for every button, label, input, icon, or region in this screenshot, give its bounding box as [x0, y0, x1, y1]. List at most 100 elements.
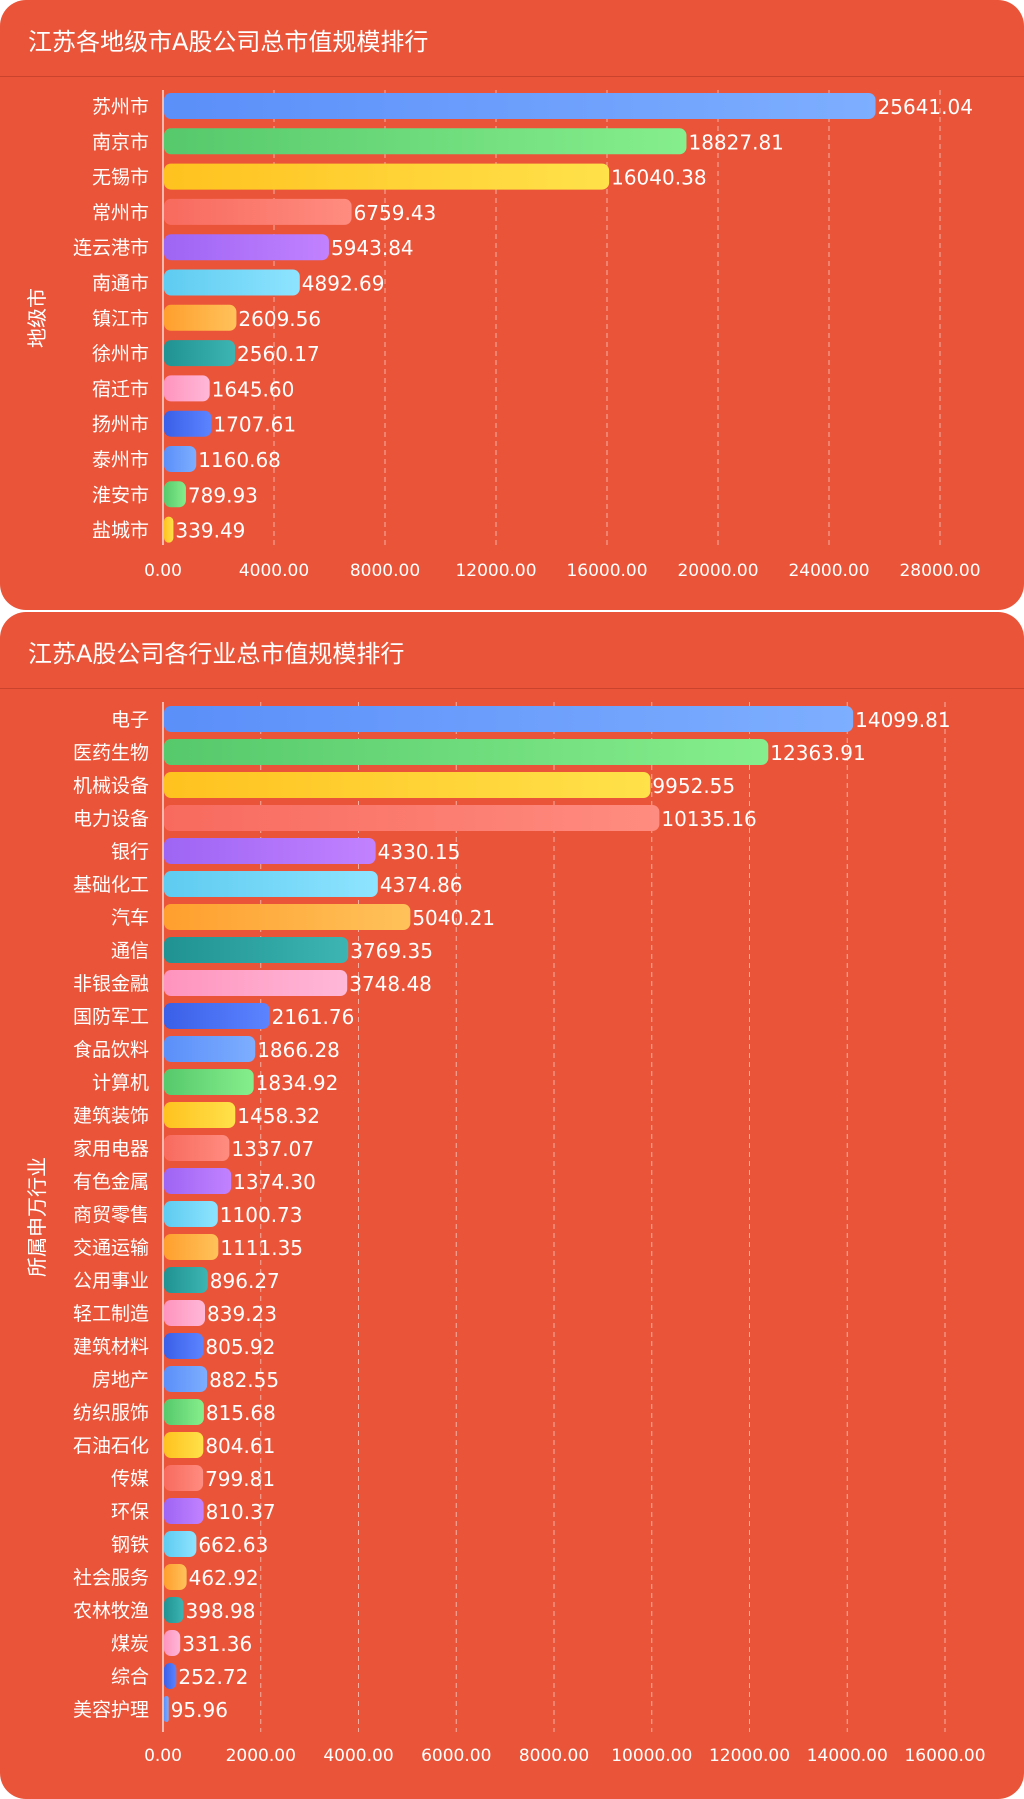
bar[interactable]	[164, 1003, 270, 1029]
industry-bar-chart: 0.00 2000.00 4000.00 6000.00 8000.00 10000.00…	[25, 702, 986, 1766]
bar[interactable]	[164, 1564, 187, 1590]
bar[interactable]	[164, 1036, 256, 1062]
bar[interactable]	[164, 269, 300, 296]
category-label: 农林牧渔	[73, 1600, 149, 1622]
chart-title: 江苏A股公司各行业总市值规模排行	[28, 640, 405, 668]
bar[interactable]	[164, 772, 651, 798]
data-label: 1100.73	[220, 1203, 303, 1227]
bar[interactable]	[164, 163, 610, 190]
y-axis-title: 地级市	[25, 288, 49, 348]
bar[interactable]	[164, 1465, 204, 1491]
data-label: 662.63	[198, 1533, 268, 1557]
category-label: 连云港市	[73, 237, 149, 259]
bar[interactable]	[164, 128, 687, 155]
data-label: 12363.91	[770, 741, 865, 765]
data-label: 4892.69	[302, 272, 385, 296]
data-label: 4330.15	[378, 840, 461, 864]
bar[interactable]	[164, 516, 174, 543]
bar[interactable]	[164, 1531, 197, 1557]
data-label: 1834.92	[256, 1071, 339, 1095]
bar[interactable]	[164, 1135, 230, 1161]
bar[interactable]	[164, 871, 378, 897]
bar[interactable]	[164, 1069, 254, 1095]
x-tick-label: 20000.00	[677, 561, 758, 581]
data-label: 10135.16	[661, 807, 756, 831]
data-label: 799.81	[205, 1467, 275, 1491]
title-divider	[0, 688, 1024, 689]
data-label: 398.98	[186, 1599, 256, 1623]
category-label: 有色金属	[73, 1171, 149, 1193]
data-label: 14099.81	[855, 708, 950, 732]
bar[interactable]	[164, 1366, 208, 1392]
x-tick-label: 8000.00	[519, 1746, 589, 1766]
category-label: 计算机	[92, 1072, 149, 1094]
bar[interactable]	[164, 1399, 204, 1425]
category-label: 社会服务	[73, 1567, 149, 1589]
bar[interactable]	[164, 1663, 177, 1689]
x-tick-label: 14000.00	[807, 1746, 888, 1766]
chart-title: 江苏各地级市A股公司总市值规模排行	[28, 28, 429, 56]
category-label: 通信	[111, 940, 149, 962]
category-label: 煤炭	[111, 1633, 149, 1655]
bar[interactable]	[164, 234, 329, 261]
category-label: 房地产	[92, 1369, 149, 1391]
category-label: 南京市	[92, 131, 149, 153]
bar[interactable]	[164, 1168, 232, 1194]
data-label: 2609.56	[238, 307, 321, 331]
x-tick-label: 4000.00	[323, 1746, 393, 1766]
x-tick-label: 0.00	[144, 1746, 182, 1766]
bar[interactable]	[164, 93, 876, 119]
category-label: 机械设备	[73, 775, 149, 797]
data-label: 805.92	[205, 1335, 275, 1359]
category-label: 轻工制造	[73, 1303, 149, 1325]
bar[interactable]	[164, 340, 236, 367]
data-label: 2161.76	[272, 1005, 355, 1029]
bar[interactable]	[164, 937, 349, 963]
data-label: 6759.43	[354, 201, 437, 225]
data-label: 16040.38	[611, 166, 706, 190]
data-label: 95.96	[171, 1698, 228, 1722]
bar[interactable]	[164, 739, 769, 765]
bar[interactable]	[164, 304, 237, 331]
bar[interactable]	[164, 970, 348, 996]
bar[interactable]	[164, 1597, 184, 1623]
data-label: 1160.68	[198, 448, 281, 472]
bar[interactable]	[164, 1300, 206, 1326]
bar[interactable]	[164, 1630, 181, 1656]
bar[interactable]	[164, 904, 411, 930]
category-label: 淮安市	[92, 484, 149, 506]
bar[interactable]	[164, 1432, 204, 1458]
x-tick-label: 16000.00	[904, 1746, 985, 1766]
category-label: 扬州市	[92, 414, 149, 436]
bar[interactable]	[164, 1102, 236, 1128]
bar[interactable]	[164, 375, 210, 402]
data-label: 839.23	[207, 1302, 277, 1326]
bar[interactable]	[164, 410, 212, 437]
data-label: 789.93	[188, 483, 258, 507]
bar[interactable]	[164, 198, 352, 225]
data-label: 9952.55	[652, 774, 735, 798]
bar[interactable]	[164, 1696, 169, 1722]
bar[interactable]	[164, 706, 854, 732]
bar[interactable]	[164, 446, 197, 472]
bar[interactable]	[164, 805, 660, 831]
data-label: 1458.32	[237, 1104, 320, 1128]
category-label: 盐城市	[92, 520, 149, 542]
bar[interactable]	[164, 481, 186, 508]
category-label: 建筑装饰	[73, 1105, 149, 1127]
data-label: 896.27	[210, 1269, 280, 1293]
bar[interactable]	[164, 1498, 204, 1524]
category-label: 基础化工	[73, 874, 149, 896]
city-bar-chart: 0.00 4000.00 8000.00 12000.00 16000.00 20000.…	[25, 90, 981, 581]
data-label: 462.92	[189, 1566, 259, 1590]
category-label: 石油石化	[73, 1435, 149, 1457]
bar[interactable]	[164, 1201, 218, 1227]
bar[interactable]	[164, 1234, 219, 1260]
bar[interactable]	[164, 1267, 208, 1293]
category-label: 汽车	[111, 907, 149, 929]
data-label: 815.68	[206, 1401, 276, 1425]
bar[interactable]	[164, 1333, 204, 1359]
bar[interactable]	[164, 838, 376, 864]
category-label: 商贸零售	[73, 1204, 149, 1226]
x-tick-label: 0.00	[144, 561, 182, 581]
